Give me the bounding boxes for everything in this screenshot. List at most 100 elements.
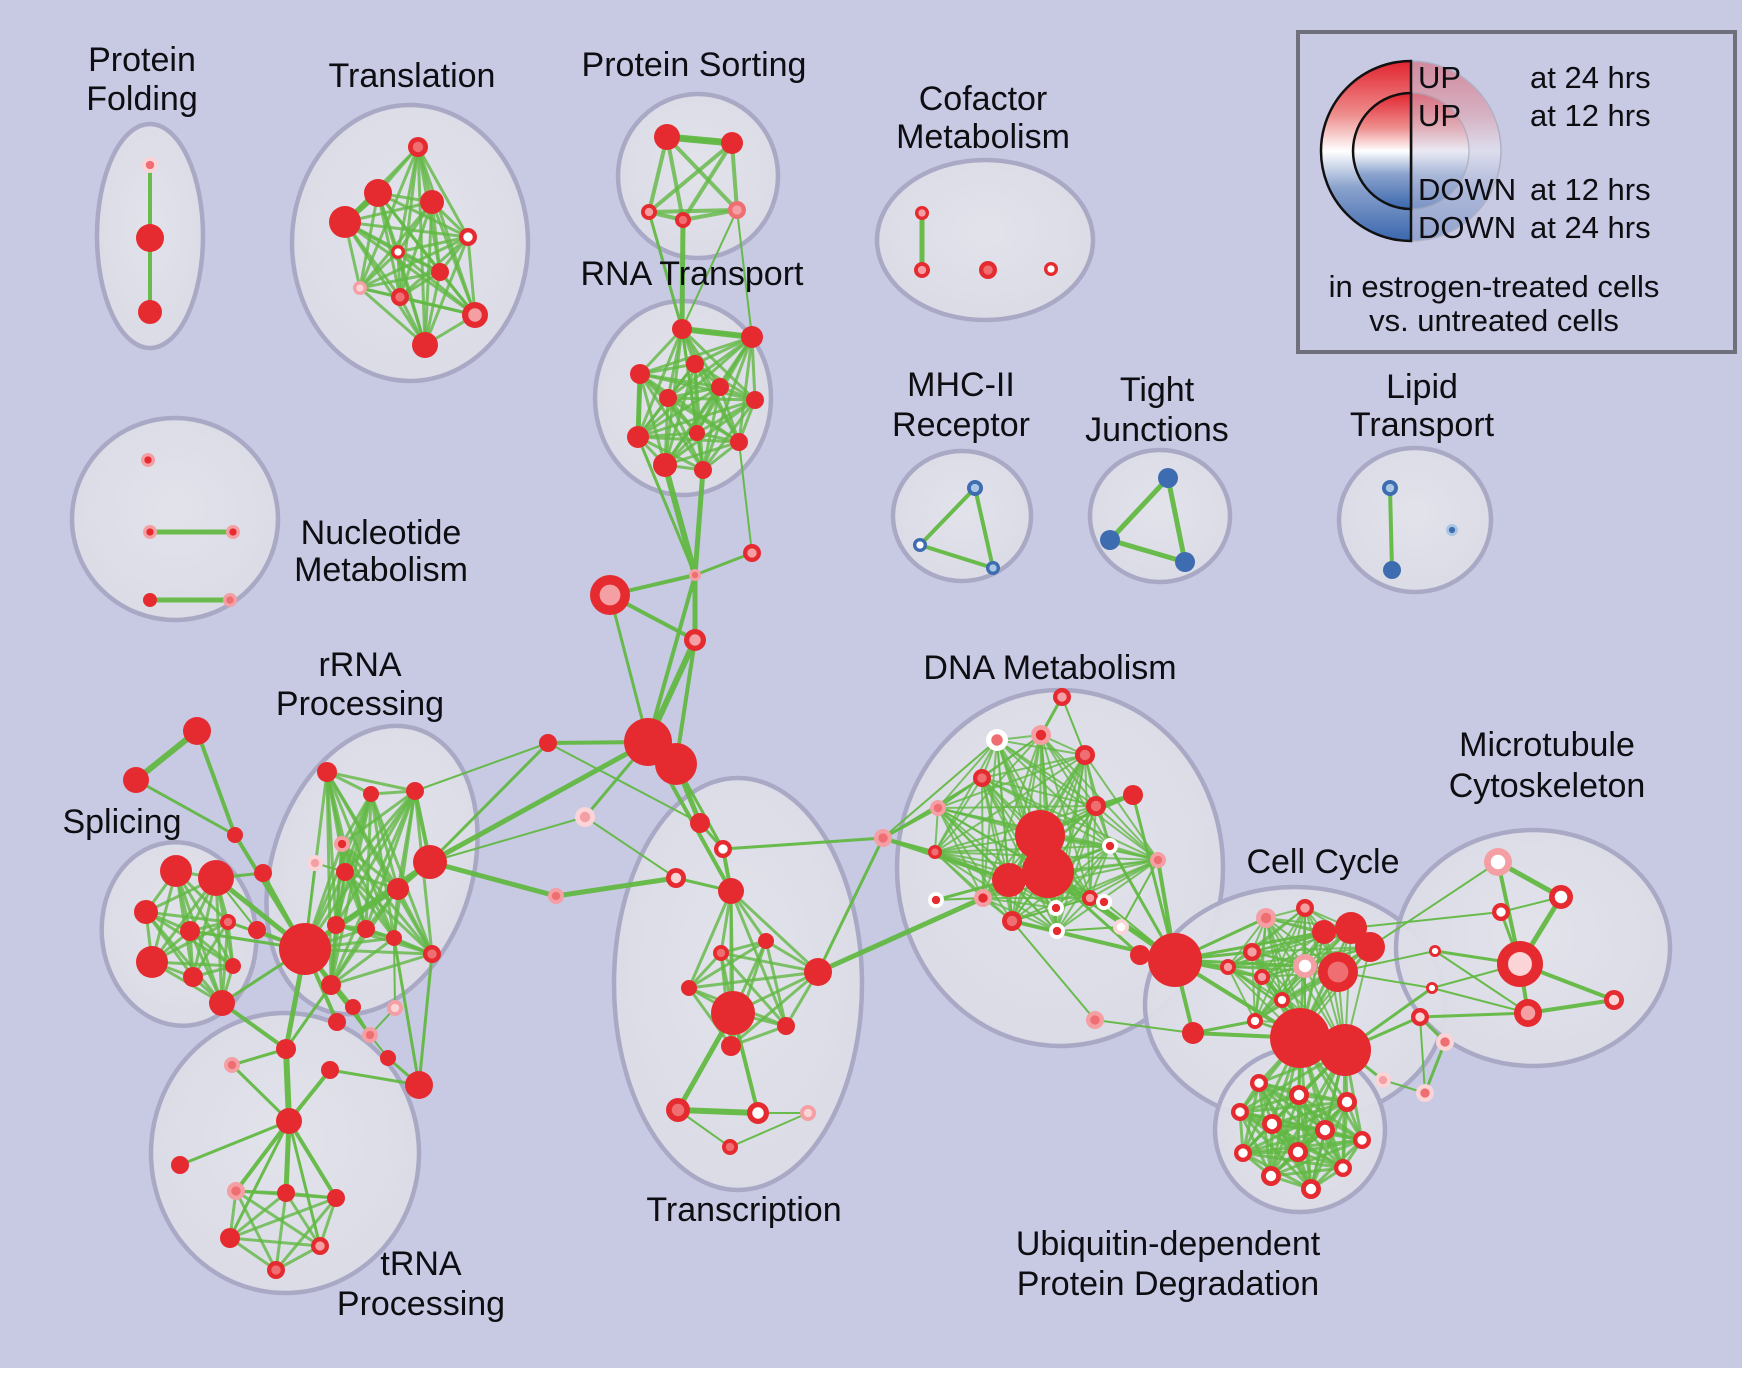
edge-lt1-lt2 bbox=[1388, 486, 1394, 572]
edge-rr10-rr13 bbox=[329, 923, 338, 987]
edge-tx4-tx9 bbox=[729, 889, 820, 974]
edge-dm3-dm5 bbox=[937, 754, 1086, 809]
edge-tx7-tx9 bbox=[719, 951, 820, 974]
node-rt12 bbox=[694, 461, 712, 479]
edge-ps1-ps5 bbox=[665, 135, 739, 212]
node-rr15 bbox=[345, 999, 361, 1015]
node-mt4 bbox=[1429, 945, 1441, 957]
edge-st2-st3 bbox=[134, 778, 237, 837]
node-mt10 bbox=[1436, 1033, 1454, 1051]
edge-dm16-dm18 bbox=[982, 897, 1057, 909]
node-rx1 bbox=[387, 1000, 403, 1016]
node-s4 bbox=[180, 921, 200, 941]
edge-tx9-cn5 bbox=[816, 836, 885, 974]
node-dm16 bbox=[974, 889, 992, 907]
node-ub1 bbox=[1250, 1074, 1268, 1092]
edge-rr12-rr13 bbox=[329, 936, 396, 987]
node-s8 bbox=[225, 958, 241, 974]
node-cf2 bbox=[914, 262, 930, 278]
node-ub5 bbox=[1262, 1114, 1282, 1134]
node-tx1 bbox=[690, 813, 710, 833]
node-rr10 bbox=[327, 916, 345, 934]
edge-rt11-cn1 bbox=[662, 462, 698, 578]
node-cc2 bbox=[1296, 899, 1314, 917]
node-rr8 bbox=[413, 845, 447, 879]
node-cc6 bbox=[1243, 943, 1261, 961]
node-ub6 bbox=[1315, 1120, 1335, 1140]
node-tx4 bbox=[718, 878, 744, 904]
edge-tn2-s9 bbox=[220, 1001, 288, 1051]
node-rt5 bbox=[659, 389, 677, 407]
edge-ub3-ub4 bbox=[1238, 1100, 1349, 1114]
edge-mh1-mh3 bbox=[973, 486, 995, 570]
node-dm12 bbox=[992, 863, 1026, 897]
edge-ubp2-mt10 bbox=[1423, 1040, 1447, 1095]
node-tr8 bbox=[353, 281, 367, 295]
node-tn5 bbox=[171, 1156, 189, 1174]
node-tx16 bbox=[722, 1139, 738, 1155]
node-ub10 bbox=[1261, 1166, 1281, 1186]
edge-rt2-rt5 bbox=[666, 335, 754, 400]
edge-rt7-rt8 bbox=[636, 398, 757, 439]
edge-dm0-dm3 bbox=[1061, 696, 1086, 756]
cluster-label-dna-metabolism-line1: DNA Metabolism bbox=[923, 649, 1176, 687]
node-cc4 bbox=[1335, 912, 1367, 944]
node-tr3 bbox=[420, 190, 444, 214]
cluster-label-cofactor-metabolism-line2: Metabolism bbox=[896, 118, 1070, 156]
node-tn10 bbox=[311, 1237, 329, 1255]
edge-cc10-cc13 bbox=[1227, 966, 1256, 1022]
edge-rr6-rr14 bbox=[343, 870, 434, 956]
node-mh2 bbox=[913, 538, 927, 552]
edge-cc2-cc10 bbox=[1227, 907, 1306, 968]
node-dm22 bbox=[1130, 945, 1150, 965]
cluster-label-cofactor-metabolism-line1: Cofactor bbox=[919, 80, 1048, 118]
node-s11 bbox=[248, 921, 266, 939]
legend-up24-label: UP bbox=[1418, 60, 1461, 95]
node-tn3 bbox=[321, 1061, 339, 1079]
node-ub7 bbox=[1353, 1131, 1371, 1149]
edge-tr5-tr8 bbox=[358, 235, 470, 290]
node-tr7 bbox=[431, 263, 449, 281]
edge-ps4-rt1 bbox=[679, 217, 686, 332]
node-cc9 bbox=[1254, 969, 1270, 985]
node-dm13 bbox=[1102, 838, 1118, 854]
node-hb2 bbox=[655, 743, 697, 785]
legend-down12-time: at 12 hrs bbox=[1530, 172, 1651, 207]
node-cc1 bbox=[1256, 908, 1276, 928]
node-dm0 bbox=[1053, 688, 1071, 706]
edge-tn7-tn10 bbox=[284, 1191, 322, 1248]
edge-tj1-tj3 bbox=[1165, 475, 1188, 565]
cluster-label-trna-processing-line2: Processing bbox=[337, 1285, 505, 1323]
edge-rx5-rr12 bbox=[392, 936, 421, 1087]
node-cn4 bbox=[684, 629, 706, 651]
edge-dm7-bh1 bbox=[1131, 793, 1177, 962]
node-tr1 bbox=[408, 137, 428, 157]
edge-tr3-tr10 bbox=[430, 200, 477, 317]
node-cc13 bbox=[1247, 1013, 1263, 1029]
node-tr5 bbox=[459, 228, 477, 246]
node-rr6 bbox=[336, 863, 354, 881]
edge-rx5-rr14 bbox=[417, 952, 434, 1087]
edge-tn7-tn9 bbox=[228, 1191, 288, 1240]
cluster-label-ubiquitin-degradation-line1: Ubiquitin-dependent bbox=[1016, 1225, 1321, 1263]
node-mt3 bbox=[1492, 903, 1510, 921]
edge-ub6-ub8 bbox=[1241, 1128, 1327, 1155]
node-dm11 bbox=[1022, 846, 1074, 898]
node-rt2 bbox=[741, 326, 763, 348]
node-rt10 bbox=[730, 433, 748, 451]
cluster-label-lipid-transport-line1: Lipid bbox=[1386, 368, 1458, 406]
edge-s3-s5 bbox=[144, 910, 230, 924]
edge-dm1-dm5 bbox=[937, 739, 998, 809]
node-s1 bbox=[160, 855, 192, 887]
node-pf1 bbox=[142, 157, 158, 173]
node-mt1 bbox=[1484, 848, 1512, 876]
legend-down24-time: at 24 hrs bbox=[1530, 210, 1651, 245]
legend-note-line2: vs. untreated cells bbox=[1369, 303, 1619, 338]
cluster-label-mhc-ii-receptor-line2: Receptor bbox=[892, 406, 1030, 444]
cluster-label-rna-transport-line1: RNA Transport bbox=[581, 255, 805, 293]
cluster-label-protein-folding-line2: Folding bbox=[86, 80, 198, 118]
edge-rr3-rr10 bbox=[334, 789, 417, 927]
edge-dm21-dm14 bbox=[1120, 859, 1159, 928]
edge-cc5-cc6 bbox=[1251, 946, 1371, 953]
node-cf4 bbox=[1044, 262, 1058, 276]
